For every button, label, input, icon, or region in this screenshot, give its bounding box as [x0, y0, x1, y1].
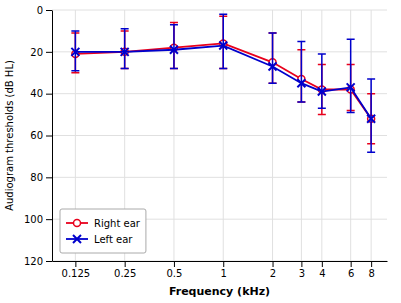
point: [347, 83, 355, 91]
point: [121, 48, 129, 56]
x-tick-label: 4: [319, 268, 325, 279]
x-tick-mark: [322, 261, 323, 267]
point: [269, 62, 277, 70]
legend-marker: [74, 220, 81, 227]
y-tick-label: 40: [30, 88, 43, 99]
plot: 0.1250.250.5123468020406080100120Right e…: [24, 5, 388, 279]
grid-line-y: [52, 261, 387, 262]
y-tick: 20: [30, 47, 52, 58]
x-tick-mark: [301, 261, 302, 267]
marks: [71, 14, 375, 152]
x-tick: 6: [348, 261, 354, 279]
y-tick-label: 120: [24, 256, 43, 267]
x-tick-label: 8: [368, 268, 374, 279]
x-tick-label: 6: [348, 268, 354, 279]
x-tick: 0.5: [166, 261, 182, 279]
point: [367, 115, 375, 123]
y-tick-label: 100: [24, 214, 43, 225]
x-tick: 8: [368, 261, 374, 279]
x-tick: 2: [270, 261, 276, 279]
point: [219, 42, 227, 50]
y-tick-label: 80: [30, 172, 43, 183]
grid-line-y: [52, 135, 387, 136]
x-axis-line: [53, 261, 388, 262]
y-tick-mark: [46, 219, 52, 220]
x-tick-label: 0.25: [114, 268, 136, 279]
legend-item: Left ear: [66, 234, 133, 245]
y-axis-line: [52, 11, 53, 262]
x-tick-label: 1: [221, 268, 227, 279]
grid-line-y: [52, 177, 387, 178]
y-tick-label: 60: [30, 130, 43, 141]
legend-box: [60, 209, 146, 253]
y-tick: 40: [30, 88, 52, 99]
error-bar: [170, 25, 178, 69]
x-tick: 4: [319, 261, 325, 279]
legend-label: Left ear: [94, 234, 133, 245]
y-tick-mark: [46, 94, 52, 95]
error-bar: [71, 31, 79, 71]
y-tick: 120: [24, 256, 52, 267]
error-bar: [318, 54, 326, 108]
grid: [52, 10, 387, 261]
x-tick-label: 0.125: [62, 268, 91, 279]
y-tick: 0: [37, 5, 52, 16]
x-tick-label: 3: [299, 268, 305, 279]
y-tick: 60: [30, 130, 52, 141]
error-bar: [347, 39, 355, 112]
y-axis: 0 20 40 60 80 100 120: [24, 5, 53, 267]
y-tick: 100: [24, 214, 52, 225]
error-bar: [269, 33, 277, 83]
grid-line-y: [52, 10, 387, 11]
x-tick-mark: [174, 261, 175, 267]
x-axis: 0.125 0.25 0.5 1 2 3 4 6 8: [53, 261, 388, 279]
x-axis-title: Frequency (kHz): [169, 285, 270, 298]
x-tick-mark: [371, 261, 372, 267]
y-tick: 80: [30, 172, 52, 183]
x-tick-label: 0.5: [166, 268, 182, 279]
x-tick: 3: [299, 261, 305, 279]
legend: Right ear Left ear: [60, 209, 146, 253]
x-tick-label: 2: [270, 268, 276, 279]
x-tick-mark: [125, 261, 126, 267]
legend-label: Right ear: [94, 218, 141, 229]
y-tick-mark: [46, 52, 52, 53]
x-tick: 1: [221, 261, 227, 279]
point: [318, 88, 326, 96]
y-tick-mark: [46, 177, 52, 178]
error-bar: [219, 14, 227, 68]
y-tick-label: 20: [30, 47, 43, 58]
y-tick-mark: [46, 261, 52, 262]
error-bar: [269, 33, 277, 83]
legend-marker: [73, 235, 81, 243]
x-tick: 0.125: [62, 261, 91, 279]
legend-item: Right ear: [66, 218, 141, 229]
grid-line-y: [52, 93, 387, 94]
y-tick-mark: [46, 10, 52, 11]
point: [297, 79, 305, 87]
y-axis-title: Audiogram thresholds (dB HL): [4, 60, 15, 211]
point: [71, 48, 79, 56]
x-tick-mark: [351, 261, 352, 267]
series: [71, 14, 375, 152]
error-bar: [297, 41, 305, 102]
x-tick-mark: [273, 261, 274, 267]
x-tick: 0.25: [114, 261, 136, 279]
background: [0, 0, 401, 303]
x-tick-mark: [223, 261, 224, 267]
point: [170, 46, 178, 54]
x-tick-mark: [75, 261, 76, 267]
y-tick-label: 0: [37, 5, 43, 16]
y-tick-mark: [46, 136, 52, 137]
chart: 0.1250.250.5123468020406080100120Right e…: [0, 0, 401, 303]
error-bar: [367, 79, 375, 152]
error-bar: [170, 23, 178, 69]
error-bar: [121, 29, 129, 69]
